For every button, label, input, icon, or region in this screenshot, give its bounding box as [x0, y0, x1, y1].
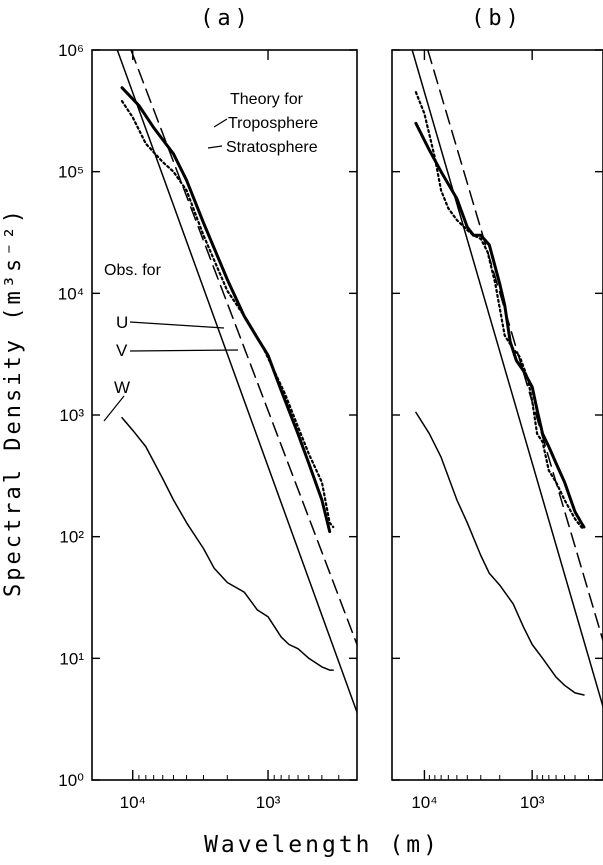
panel-label: (b)	[471, 6, 523, 31]
series-line-v	[414, 91, 586, 531]
x-axis-label: Wavelength (m)	[204, 832, 440, 858]
annotation: V	[116, 341, 128, 360]
x-tick-label: 10⁴	[411, 793, 437, 812]
series-line-w	[121, 416, 334, 671]
y-tick-label: 10⁴	[58, 284, 84, 303]
series-line-v	[120, 99, 335, 529]
series-line-w	[415, 411, 585, 696]
y-tick-label: 10¹	[59, 649, 84, 668]
leader-line	[129, 349, 239, 352]
plot-frame	[391, 49, 603, 781]
leader-line	[103, 395, 125, 422]
y-tick-label: 10⁵	[58, 163, 84, 182]
annotation: U	[116, 313, 128, 332]
series-line-troposphere	[411, 50, 603, 708]
y-tick-label: 10⁶	[58, 41, 84, 60]
x-tick-label: 10⁴	[120, 793, 146, 812]
annotation: Theory for	[230, 91, 304, 108]
panel-b: (b) 10⁴ 10³	[391, 6, 603, 812]
panel-label: (a)	[200, 6, 252, 31]
series-line-stratosphere	[427, 50, 603, 642]
series-line-u	[414, 121, 586, 529]
y-tick-label: 10³	[59, 406, 84, 425]
annotation: Troposphere	[228, 115, 318, 132]
y-tick-label: 10²	[59, 528, 84, 547]
x-tick-label: 10³	[256, 793, 281, 812]
annotation: W	[114, 378, 130, 397]
series-line-troposphere	[116, 50, 357, 714]
y-tick-label: 10⁰	[58, 771, 84, 790]
plot-frame	[91, 49, 358, 781]
annotation: Stratosphere	[226, 139, 318, 156]
leader-line	[207, 145, 223, 149]
panel-a: (a) 10⁰ 10¹ 10² 10³ 10⁴ 10⁵ 10⁶ 10⁴ 10³ Theory for…	[58, 6, 358, 812]
leader-line	[129, 321, 225, 329]
annotation: Obs. for	[104, 262, 162, 279]
x-tick-label: 10³	[520, 793, 545, 812]
leader-line	[213, 118, 228, 128]
y-axis-label: Spectral Density (m³s⁻²)	[1, 207, 26, 597]
